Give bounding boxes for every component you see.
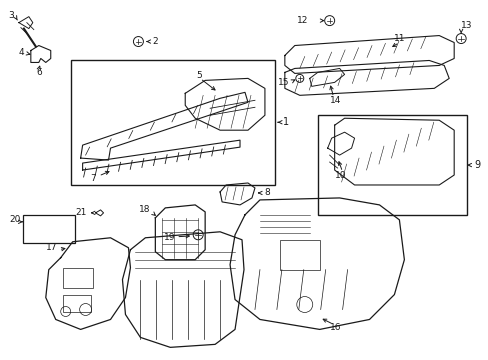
Text: 19: 19 [163, 233, 175, 242]
Text: 6: 6 [36, 68, 41, 77]
Text: 21: 21 [76, 208, 87, 217]
Text: 8: 8 [264, 188, 269, 197]
Text: 12: 12 [296, 16, 307, 25]
Bar [279, 240, 319, 270]
Bar [23, 215, 75, 243]
Text: 5: 5 [196, 71, 202, 80]
Text: 10: 10 [334, 171, 346, 180]
Text: 18: 18 [139, 206, 150, 215]
Text: 16: 16 [329, 323, 341, 332]
Bar [62, 268, 92, 288]
Text: 3: 3 [8, 11, 14, 20]
Text: 14: 14 [329, 96, 340, 105]
Bar [317, 115, 466, 215]
Bar [71, 60, 274, 185]
Text: 4: 4 [19, 48, 24, 57]
Bar [62, 294, 90, 312]
Text: 11: 11 [394, 34, 405, 43]
Text: 15: 15 [277, 78, 289, 87]
Text: 17: 17 [46, 243, 57, 252]
Text: 1: 1 [282, 117, 288, 127]
Text: 9: 9 [473, 160, 479, 170]
Text: 7: 7 [90, 174, 96, 183]
Text: 13: 13 [460, 21, 472, 30]
Text: 2: 2 [152, 37, 158, 46]
Text: 20: 20 [9, 215, 21, 224]
